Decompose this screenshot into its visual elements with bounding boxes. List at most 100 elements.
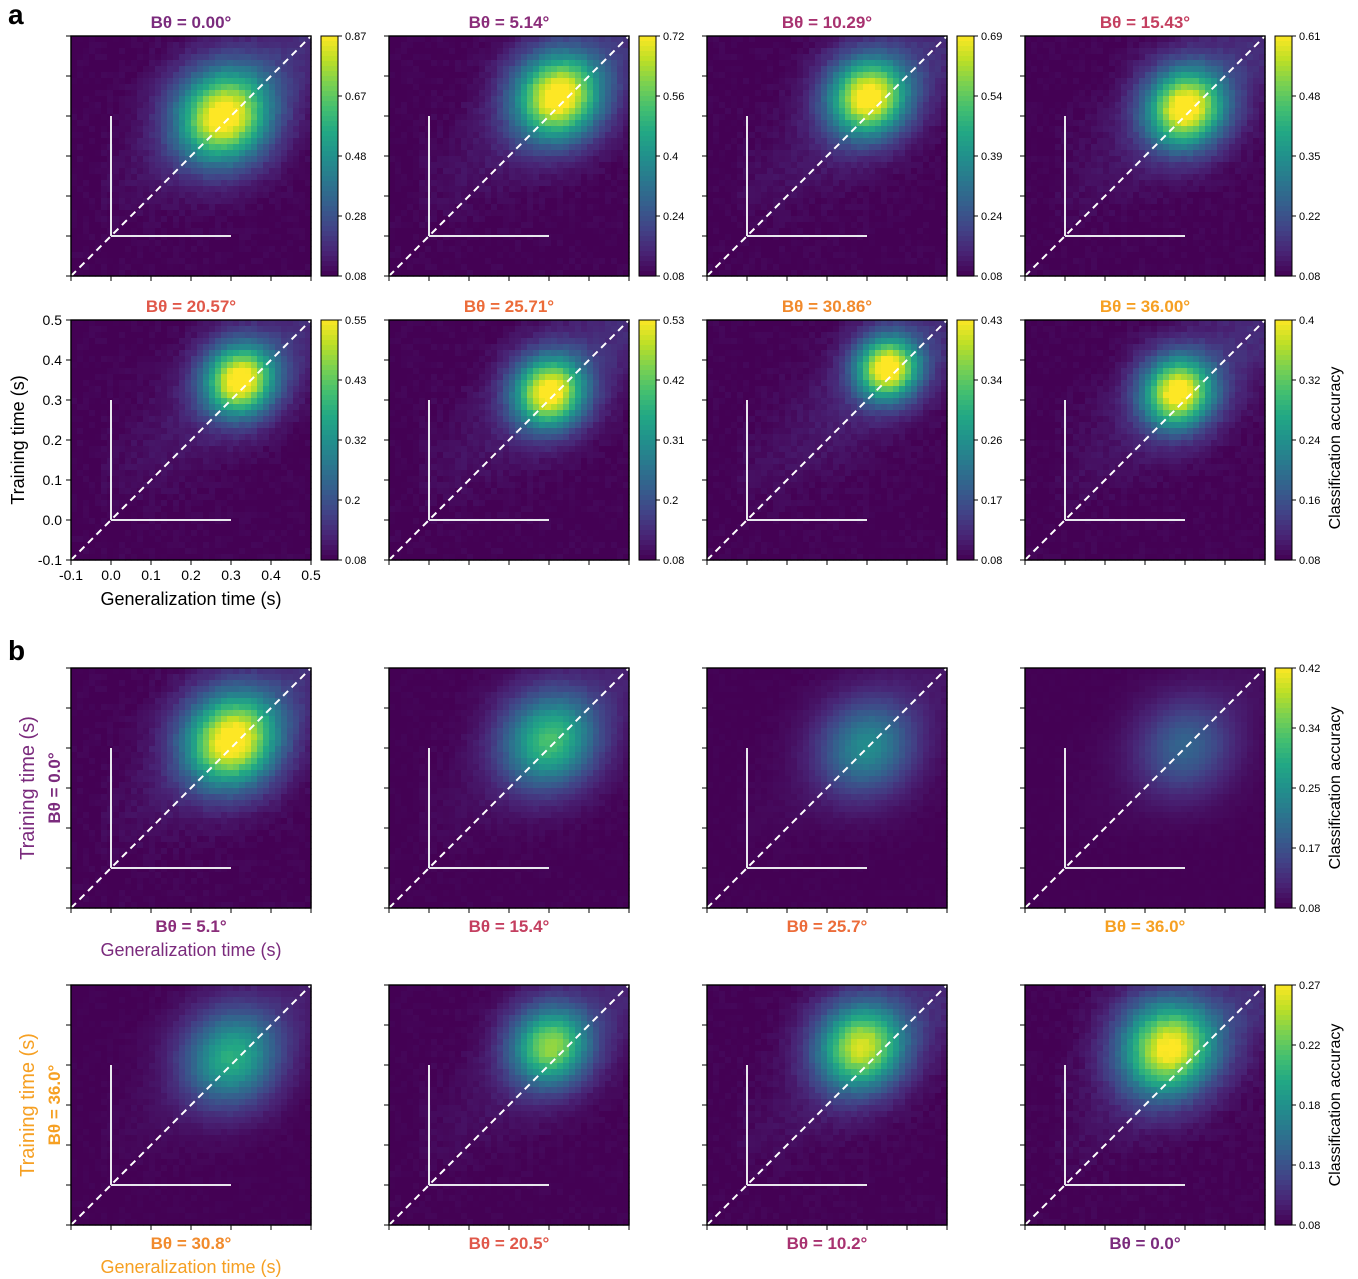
heat-cell xyxy=(575,66,582,73)
heat-cell xyxy=(113,54,120,61)
heat-cell xyxy=(407,114,414,121)
heat-cell xyxy=(725,174,732,181)
heat-cell xyxy=(875,180,882,187)
heat-cell xyxy=(101,258,108,265)
heat-cell xyxy=(113,186,120,193)
heat-cell xyxy=(89,174,96,181)
heat-cell xyxy=(419,72,426,79)
heat-cell xyxy=(197,90,204,97)
heat-cell xyxy=(515,108,522,115)
heat-cell xyxy=(227,126,234,133)
heat-cell xyxy=(89,216,96,223)
heat-cell xyxy=(503,144,510,151)
heat-cell xyxy=(929,222,936,229)
heat-cell xyxy=(749,66,756,73)
heat-cell xyxy=(431,114,438,121)
heat-cell xyxy=(251,162,258,169)
heat-cell xyxy=(797,48,804,55)
heat-cell xyxy=(395,180,402,187)
heat-cell xyxy=(809,126,816,133)
heat-cell xyxy=(185,84,192,91)
heat-cell xyxy=(419,216,426,223)
heat-cell xyxy=(719,156,726,163)
heat-cell xyxy=(71,132,78,139)
heat-cell xyxy=(173,138,180,145)
heat-cell xyxy=(593,126,600,133)
heat-cell xyxy=(107,78,114,85)
heat-cell xyxy=(809,42,816,49)
heat-cell xyxy=(869,156,876,163)
heat-cell xyxy=(863,72,870,79)
colorbar-step xyxy=(639,231,656,237)
heat-cell xyxy=(203,264,210,271)
heat-cell xyxy=(911,156,918,163)
heat-cell xyxy=(407,258,414,265)
heat-cell xyxy=(545,102,552,109)
heat-cell xyxy=(761,102,768,109)
heat-cell xyxy=(239,216,246,223)
heat-cell xyxy=(251,192,258,199)
heat-cell xyxy=(71,246,78,253)
heat-cell xyxy=(293,54,300,61)
heat-cell xyxy=(767,204,774,211)
heat-cell xyxy=(197,240,204,247)
heat-cell xyxy=(821,120,828,127)
heat-cell xyxy=(575,120,582,127)
heat-cell xyxy=(857,240,864,247)
heat-cell xyxy=(281,78,288,85)
heat-cell xyxy=(455,186,462,193)
heat-cell xyxy=(479,114,486,121)
heat-cell xyxy=(491,132,498,139)
heat-cell xyxy=(395,66,402,73)
heat-cell xyxy=(179,216,186,223)
heat-cell xyxy=(143,90,150,97)
heat-cell xyxy=(485,162,492,169)
heat-cell xyxy=(209,174,216,181)
heat-cell xyxy=(797,156,804,163)
heat-cell xyxy=(845,210,852,217)
heat-cell xyxy=(245,108,252,115)
heat-cell xyxy=(755,126,762,133)
heat-cell xyxy=(227,84,234,91)
heat-cell xyxy=(173,264,180,271)
heat-cell xyxy=(533,42,540,49)
heat-cell xyxy=(863,150,870,157)
heat-cell xyxy=(239,258,246,265)
heat-cell xyxy=(113,96,120,103)
heat-cell xyxy=(467,36,474,43)
colorbar-step xyxy=(321,246,338,252)
heat-cell xyxy=(407,216,414,223)
heat-cell xyxy=(287,72,294,79)
heat-cell xyxy=(221,234,228,241)
heat-cell xyxy=(599,96,606,103)
heat-cell xyxy=(263,192,270,199)
heat-cell xyxy=(413,90,420,97)
heat-cell xyxy=(83,96,90,103)
heat-cell xyxy=(473,72,480,79)
heat-cell xyxy=(221,168,228,175)
heat-cell xyxy=(263,90,270,97)
heat-cell xyxy=(143,168,150,175)
heat-cell xyxy=(101,150,108,157)
heat-cell xyxy=(251,132,258,139)
heat-cell xyxy=(563,150,570,157)
heat-cell xyxy=(401,66,408,73)
heat-cell xyxy=(797,234,804,241)
heat-cell xyxy=(593,246,600,253)
heat-cell xyxy=(239,144,246,151)
heat-cell xyxy=(707,102,714,109)
heat-cell xyxy=(827,138,834,145)
heat-cell xyxy=(431,222,438,229)
heat-cell xyxy=(413,120,420,127)
heat-cell xyxy=(497,150,504,157)
heat-cell xyxy=(515,102,522,109)
heat-cell xyxy=(299,186,306,193)
heat-cell xyxy=(845,72,852,79)
heat-cell xyxy=(455,78,462,85)
heat-cell xyxy=(743,54,750,61)
heat-cell xyxy=(203,246,210,253)
heat-cell xyxy=(797,168,804,175)
heat-cell xyxy=(221,126,228,133)
heat-cell xyxy=(473,162,480,169)
heat-cell xyxy=(815,216,822,223)
